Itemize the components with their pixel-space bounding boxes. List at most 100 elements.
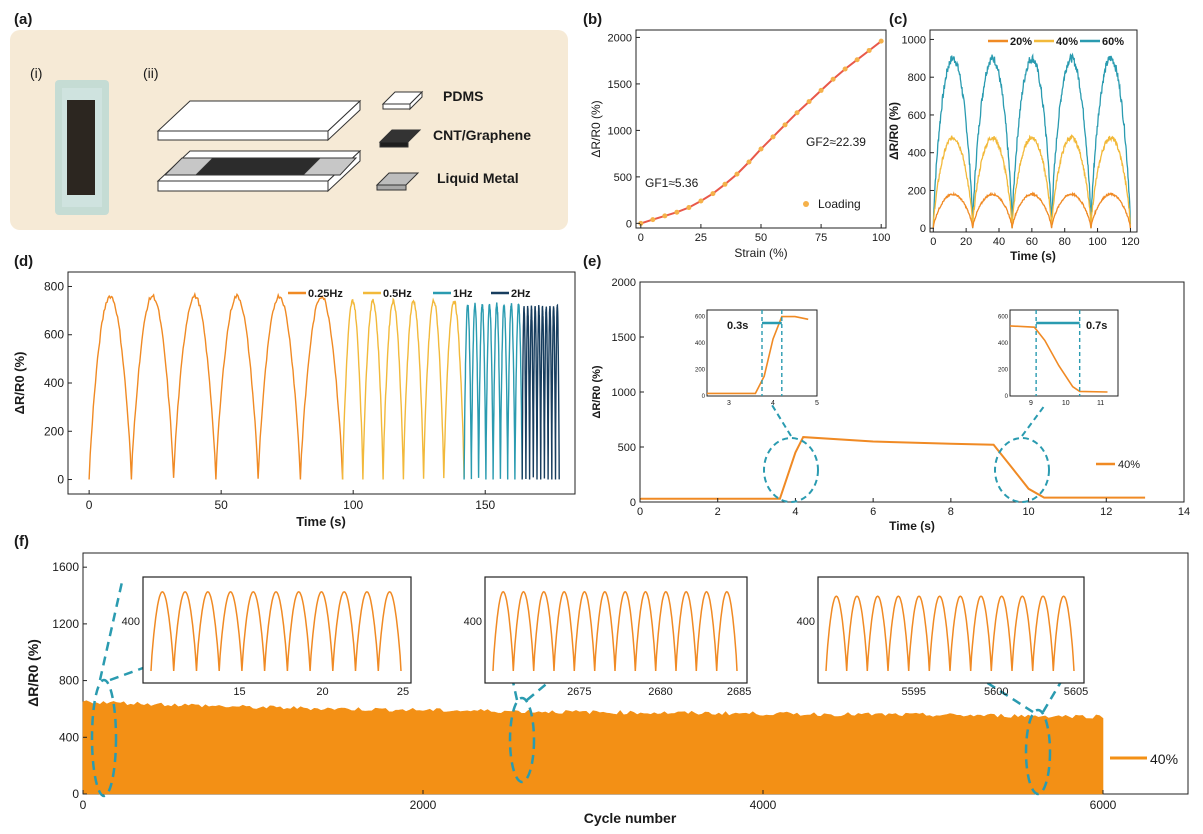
panel-b-x-ticks: 0 25 50 75 100 [638,224,890,244]
panel-c-x-tick-label: 120 [1121,236,1139,248]
panel-b-data-point [698,198,704,204]
inset-x-tick-label: 10 [1062,400,1070,407]
inset-y-tick-label: 400 [122,616,140,628]
panel-c-x-ticks: 0 20 40 60 80 100 120 [930,228,1140,248]
panel-f-area [82,700,1104,795]
panel-b-y-tick-label: 1500 [608,79,632,91]
panel-b-y-label: ΔR/R0 (%) [589,100,603,157]
panel-e-inset-fall: 9 10 11 0 200 400 600 [998,309,1119,407]
panel-d-x-tick-label: 50 [214,498,228,512]
panel-d-legend-label: 1Hz [453,288,473,300]
panel-e-x-tick-label: 14 [1178,506,1190,518]
panel-c-x-tick-label: 40 [993,236,1005,248]
panel-f-y-ticks: 0 400 800 1200 1600 [52,560,87,801]
panel-f-area-fill [82,700,1104,795]
panel-e-x-tick-label: 0 [637,506,643,518]
panel-b-data-point [770,134,776,140]
panel-c-y-ticks: 0 200 400 600 800 1000 [902,34,934,235]
inset-x-tick-label: 15 [233,686,245,698]
panel-b-data-point [854,57,860,63]
panel-f-y-tick-label: 0 [72,787,79,801]
panel-c-x-tick-label: 60 [1026,236,1038,248]
panel-b: (b) 0 25 50 75 100 0 500 1000 1500 2000 Strain (… [583,11,890,260]
panel-b-label: (b) [583,11,602,28]
panel-b-data-point [794,110,800,116]
inset-x-tick-label: 2685 [727,686,751,698]
panel-b-data-point [734,171,740,177]
panel-e-x-ticks: 0 2 4 6 8 10 12 14 [637,498,1190,518]
panel-d-series-0.5Hz [341,297,465,480]
inset-series-line [492,590,738,672]
panel-e-y-tick-label: 0 [630,497,636,509]
panel-b-data-point [710,191,716,197]
inset-x-tick-label: 20 [316,686,328,698]
panel-b-x-tick-label: 100 [872,232,890,244]
panel-b-data-point [650,217,656,223]
panel-d-y-tick-label: 800 [44,279,64,293]
panel-c-x-label: Time (s) [1010,249,1056,263]
panel-c-x-tick-label: 80 [1059,236,1071,248]
panel-b-data-point [866,47,872,53]
panel-d-series-2Hz [521,303,560,480]
panel-b-data-point [662,213,668,219]
layer-label-cnt: CNT/Graphene [433,127,531,143]
panel-c-x-tick-label: 100 [1088,236,1106,248]
panel-e-x-tick-label: 6 [870,506,876,518]
panel-f-y-label: ΔR/R0 (%) [25,639,41,707]
inset-series-line [825,595,1075,672]
inset-y-tick-label: 400 [464,616,482,628]
panel-b-x-tick-label: 0 [638,232,644,244]
panel-b-x-tick-label: 50 [755,232,767,244]
panel-e-series-line [640,436,1146,500]
panel-c-series-20% [932,191,1132,229]
panel-f-x-tick-label: 2000 [410,798,437,812]
panel-e-x-tick-label: 8 [948,506,954,518]
panel-b-legend: Loading [803,197,861,211]
panel-c-x-tick-label: 20 [960,236,972,248]
panel-d-x-tick-label: 0 [86,498,93,512]
panel-b-data-point [842,66,848,72]
panel-f-legend-label: 40% [1150,751,1178,767]
panel-c-y-tick-label: 1000 [902,34,926,46]
panel-b-data-point [722,181,728,187]
panel-d-series-1Hz [463,302,523,480]
panel-c-plot-frame [929,29,1138,233]
panel-d-series-0.25Hz [88,291,344,480]
panel-d-x-tick-label: 150 [475,498,495,512]
panel-b-x-label: Strain (%) [734,246,787,260]
panel-c-y-tick-label: 800 [908,72,926,84]
panel-b-y-tick-label: 500 [614,172,632,184]
panel-c-series-60% [932,52,1132,229]
inset-y-tick-label: 400 [998,341,1009,347]
panel-b-y-tick-label: 1000 [608,125,632,137]
device-photo [55,80,109,215]
panel-e-y-tick-label: 500 [618,442,636,454]
inset-y-tick-label: 0 [702,394,706,400]
inset-y-tick-label: 600 [695,315,706,321]
panel-f-x-ticks: 0 2000 4000 6000 [80,790,1117,812]
panel-b-y-tick-label: 0 [626,218,632,230]
inset-series-line [150,590,402,672]
panel-c-y-tick-label: 200 [908,185,926,197]
inset-x-tick-label: 25 [397,686,409,698]
inset-y-tick-label: 200 [695,368,706,374]
panel-c-legend-label: 20% [1010,36,1032,48]
panel-f-y-tick-label: 800 [59,674,79,688]
inset-x-tick-label: 2675 [567,686,591,698]
panel-d-y-tick-label: 400 [44,376,64,390]
panel-e-x-tick-label: 12 [1100,506,1112,518]
layer-label-liquid-metal: Liquid Metal [437,170,519,186]
panel-e-y-tick-label: 2000 [612,277,636,289]
inset-x-tick-label: 4 [771,400,775,407]
panel-c-label: (c) [889,11,907,28]
panel-b-data-point [686,205,692,211]
panel-c-y-tick-label: 400 [908,148,926,160]
panel-f-x-tick-label: 4000 [750,798,777,812]
panel-e-legend: 40% [1096,459,1140,471]
inset-x-tick-label: 5605 [1064,686,1088,698]
panel-a-label: (a) [14,11,32,28]
inset-series-line [707,315,809,395]
layer-label-pdms: PDMS [443,88,483,104]
panel-c-legend-label: 60% [1102,36,1124,48]
